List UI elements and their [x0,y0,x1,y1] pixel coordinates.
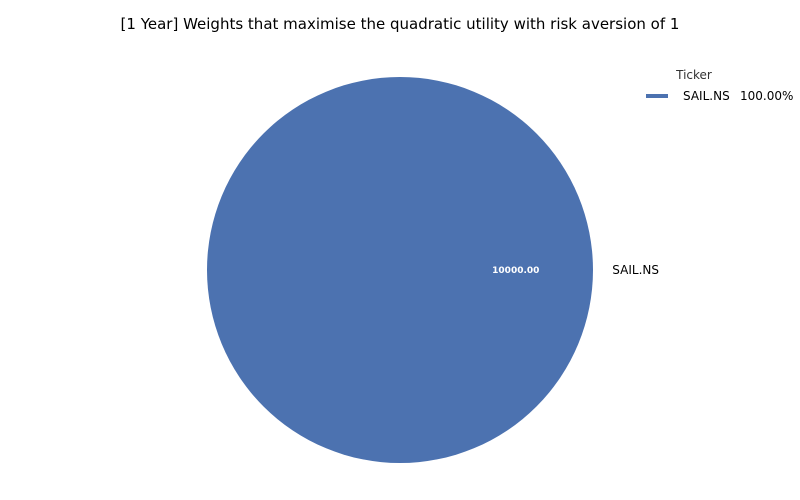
slice-category-label: SAIL.NS [612,263,659,277]
legend-title: Ticker [675,68,712,82]
slice-value-label: 10000.00 [492,266,539,276]
pie-slice-sail-ns [207,77,593,463]
legend-entry-percent: 100.00% [740,89,793,103]
chart-title: [1 Year] Weights that maximise the quadr… [121,15,680,33]
pie-slices [207,77,593,463]
legend-entries: SAIL.NS 100.00% [646,89,793,103]
legend-entry-label: SAIL.NS [683,89,730,103]
legend: Ticker SAIL.NS 100.00% [646,68,793,103]
pie-labels: SAIL.NS 10000.00 [492,263,659,277]
